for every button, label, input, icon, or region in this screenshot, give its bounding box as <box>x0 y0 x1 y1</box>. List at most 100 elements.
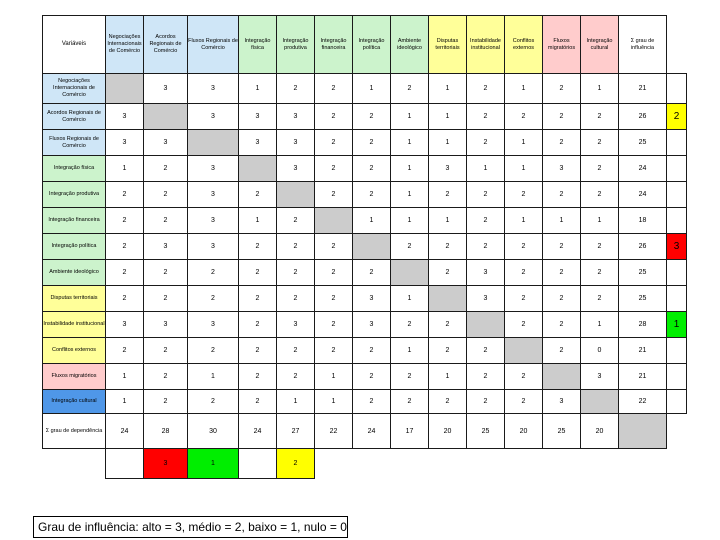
matrix-cell: 2 <box>542 73 581 104</box>
matrix-cell: 2 <box>504 259 543 286</box>
matrix-cell: 2 <box>352 155 391 182</box>
influence-matrix: Variáveis Negociações Internacionais de … <box>42 15 687 479</box>
rank-marker: 2 <box>276 448 315 479</box>
matrix-cell: 2 <box>390 363 429 390</box>
matrix-cell: 3 <box>187 207 239 234</box>
matrix-cell: 3 <box>143 73 188 104</box>
matrix-cell: 3 <box>187 181 239 208</box>
matrix-cell: 2 <box>143 259 188 286</box>
marker-spacer <box>667 414 687 449</box>
matrix-cell: 2 <box>580 103 619 130</box>
matrix-cell: 2 <box>143 337 188 364</box>
matrix-cell: 2 <box>105 337 144 364</box>
influence-sum-cell: 25 <box>618 285 667 312</box>
matrix-cell: 2 <box>187 337 239 364</box>
col-header: Ambiente ideológico <box>390 15 429 74</box>
influence-sum-cell: 22 <box>618 389 667 414</box>
matrix-cell: 1 <box>105 155 144 182</box>
matrix-cell: 2 <box>390 389 429 414</box>
influence-sum-cell: 24 <box>618 181 667 208</box>
matrix-cell: 2 <box>276 285 315 312</box>
rank-spacer <box>581 449 619 479</box>
matrix-cell: 2 <box>504 363 543 390</box>
matrix-cell: 2 <box>428 259 467 286</box>
matrix-row: Instabilidade institucional 3 3 3 2 3 2 3 2 2 2 2 1 2… <box>42 311 687 338</box>
matrix-cell: 2 <box>314 103 353 130</box>
col-header: Conflitos externos <box>504 15 543 74</box>
matrix-cell: 2 <box>276 233 315 260</box>
matrix-cell: 1 <box>504 207 543 234</box>
matrix-cell: 2 <box>504 311 543 338</box>
matrix-cell: 2 <box>314 337 353 364</box>
marker-cell <box>666 207 687 234</box>
matrix-cell: 2 <box>105 233 144 260</box>
matrix-cell: 2 <box>314 155 353 182</box>
matrix-cell: 2 <box>276 363 315 390</box>
matrix-cell: 2 <box>105 285 144 312</box>
matrix-cell: 2 <box>466 337 505 364</box>
col-header: Integração física <box>238 15 277 74</box>
matrix-cell: 2 <box>580 259 619 286</box>
matrix-cell: 2 <box>276 259 315 286</box>
row-label: Integração financeira <box>42 207 106 234</box>
diagonal-cell <box>238 155 277 182</box>
matrix-cell: 2 <box>428 389 467 414</box>
matrix-cell: 1 <box>466 155 505 182</box>
matrix-cell: 2 <box>504 181 543 208</box>
matrix-cell: 2 <box>143 207 188 234</box>
matrix-cell: 2 <box>504 389 543 414</box>
matrix-cell: 2 <box>580 181 619 208</box>
matrix-cell: 2 <box>352 129 391 156</box>
matrix-cell: 2 <box>428 337 467 364</box>
matrix-cell: 3 <box>352 285 391 312</box>
dependency-cell: 20 <box>428 413 467 449</box>
influence-sum-cell: 21 <box>618 337 667 364</box>
matrix-cell: 1 <box>428 129 467 156</box>
matrix-row: Integração política 2 3 3 2 2 2 2 2 2 2 2 2 26 3 <box>42 233 687 260</box>
dependency-cell: 25 <box>542 413 581 449</box>
matrix-cell: 1 <box>504 129 543 156</box>
matrix-cell: 3 <box>143 311 188 338</box>
matrix-cell: 2 <box>187 259 239 286</box>
matrix-cell: 2 <box>542 233 581 260</box>
dependency-cell: 30 <box>187 413 239 449</box>
row-label: Fluxos migratórios <box>42 363 106 390</box>
corner-label: Variáveis <box>42 15 106 74</box>
rank-spacer <box>43 449 106 479</box>
matrix-cell: 2 <box>143 285 188 312</box>
matrix-cell: 2 <box>352 259 391 286</box>
matrix-cell: 2 <box>314 129 353 156</box>
matrix-cell: 2 <box>143 155 188 182</box>
matrix-cell: 3 <box>428 155 467 182</box>
matrix-cell: 2 <box>542 311 581 338</box>
matrix-cell: 2 <box>238 311 277 338</box>
matrix-cell: 3 <box>187 311 239 338</box>
dependency-cell: 27 <box>276 413 315 449</box>
matrix-cell: 3 <box>143 233 188 260</box>
diagonal-cell <box>187 129 239 156</box>
matrix-cell: 1 <box>428 207 467 234</box>
diagonal-cell <box>466 311 505 338</box>
matrix-cell: 2 <box>238 337 277 364</box>
marker-cell <box>666 129 687 156</box>
matrix-cell: 2 <box>542 337 581 364</box>
matrix-cell: 2 <box>428 181 467 208</box>
row-label: Disputas territoriais <box>42 285 106 312</box>
matrix-cell: 1 <box>352 73 391 104</box>
row-label: Ambiente ideológico <box>42 259 106 286</box>
matrix-cell: 2 <box>143 181 188 208</box>
matrix-cell: 3 <box>238 129 277 156</box>
matrix-row: Acordos Regionais de Comércio 3 3 3 3 2 2 1 1 2 2 2… <box>42 103 687 130</box>
matrix-cell: 3 <box>466 259 505 286</box>
matrix-cell: 2 <box>276 73 315 104</box>
matrix-cell: 1 <box>390 129 429 156</box>
influence-sum-cell: 28 <box>618 311 667 338</box>
matrix-cell: 2 <box>314 181 353 208</box>
matrix-cell: 3 <box>105 311 144 338</box>
rank-spacer <box>315 449 353 479</box>
rank-marker: 3 <box>143 448 188 479</box>
diagonal-cell <box>504 337 543 364</box>
matrix-row: Disputas territoriais 2 2 2 2 2 2 3 1 3 2 2 2 25 <box>42 285 687 312</box>
matrix-cell: 1 <box>428 73 467 104</box>
